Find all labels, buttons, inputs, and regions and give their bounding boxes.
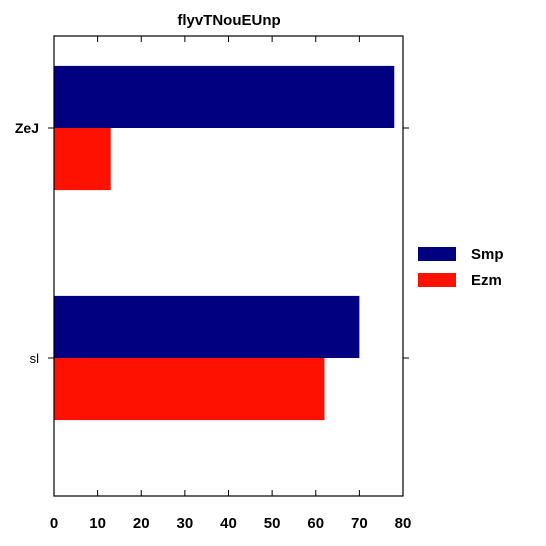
x-tick-label: 0 xyxy=(50,515,58,532)
y-tick-label: ZeJ xyxy=(15,120,39,136)
bars-group xyxy=(54,65,395,421)
legend-swatch-ezm xyxy=(418,273,456,287)
legend-label-ezm: Ezm xyxy=(471,272,502,289)
x-tick-label: 80 xyxy=(395,515,412,532)
x-tick-label: 30 xyxy=(177,515,194,532)
y-tick-label: sl xyxy=(30,351,40,366)
bar-smp-sl xyxy=(54,295,360,358)
bar-ezm-zej xyxy=(54,128,111,191)
axes-group: ZeJ sl 0 10 20 30 40 50 60 70 80 xyxy=(15,35,412,532)
bar-smp-zej xyxy=(54,65,395,128)
bar-ezm-sl xyxy=(54,358,325,421)
chart-title: flyvTNouEUnp xyxy=(177,12,280,29)
x-tick-label: 20 xyxy=(133,515,150,532)
x-tick-label: 60 xyxy=(307,515,324,532)
legend-swatch-smp xyxy=(418,247,456,261)
x-tick-label: 40 xyxy=(220,515,237,532)
x-tick-label: 50 xyxy=(264,515,281,532)
x-tick-label: 10 xyxy=(89,515,106,532)
legend: Smp Ezm xyxy=(418,246,504,289)
legend-label-smp: Smp xyxy=(471,246,504,263)
x-tick-label: 70 xyxy=(351,515,368,532)
